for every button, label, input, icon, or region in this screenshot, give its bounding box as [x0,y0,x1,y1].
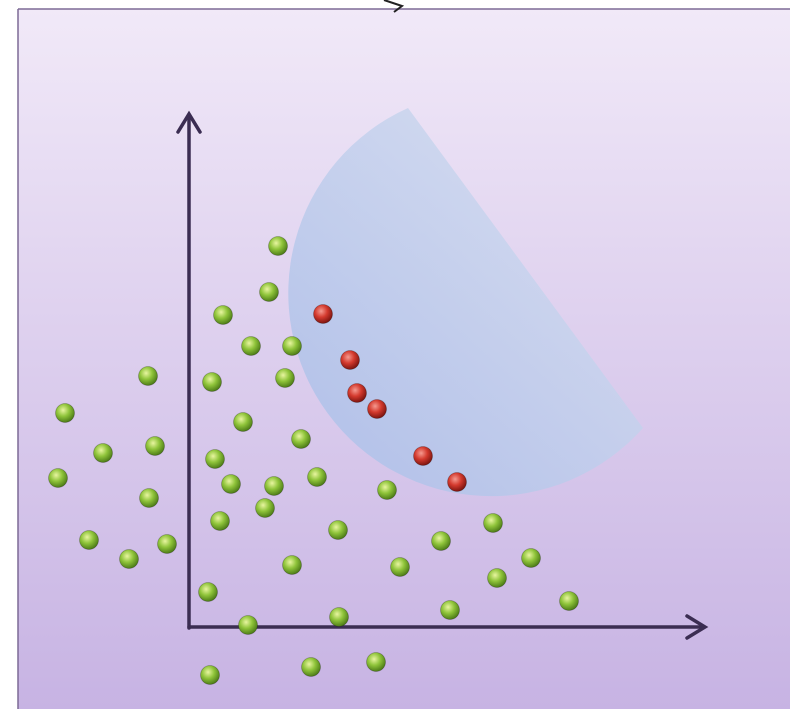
green-point [329,521,348,540]
green-point [283,337,302,356]
green-point [276,369,295,388]
green-point [222,475,241,494]
green-point [441,601,460,620]
diagram [0,0,790,709]
page: (() => { const g = document.getElementBy… [0,0,790,709]
green-point [378,481,397,500]
green-point [206,450,225,469]
green-point [242,337,261,356]
green-point [211,512,230,531]
green-point [488,569,507,588]
green-point [367,653,386,672]
green-point [484,514,503,533]
green-point [56,404,75,423]
green-point [94,444,113,463]
green-point [239,616,258,635]
red-point [448,473,467,492]
red-point [368,400,387,419]
green-point [140,489,159,508]
green-point [139,367,158,386]
green-point [560,592,579,611]
green-point [199,583,218,602]
green-point [292,430,311,449]
green-point [80,531,99,550]
green-point [391,558,410,577]
red-point [314,305,333,324]
green-point [522,549,541,568]
green-point [214,306,233,325]
green-point [234,413,253,432]
green-point [49,469,68,488]
green-point [283,556,302,575]
green-point [201,666,220,685]
green-point [330,608,349,627]
red-point [348,384,367,403]
green-point [265,477,284,496]
green-point [269,237,288,256]
green-point [158,535,177,554]
green-point [302,658,321,677]
green-point [260,283,279,302]
green-point [120,550,139,569]
green-point [308,468,327,487]
red-point [341,351,360,370]
red-point [414,447,433,466]
green-point [203,373,222,392]
green-point [256,499,275,518]
green-point [146,437,165,456]
green-point [432,532,451,551]
